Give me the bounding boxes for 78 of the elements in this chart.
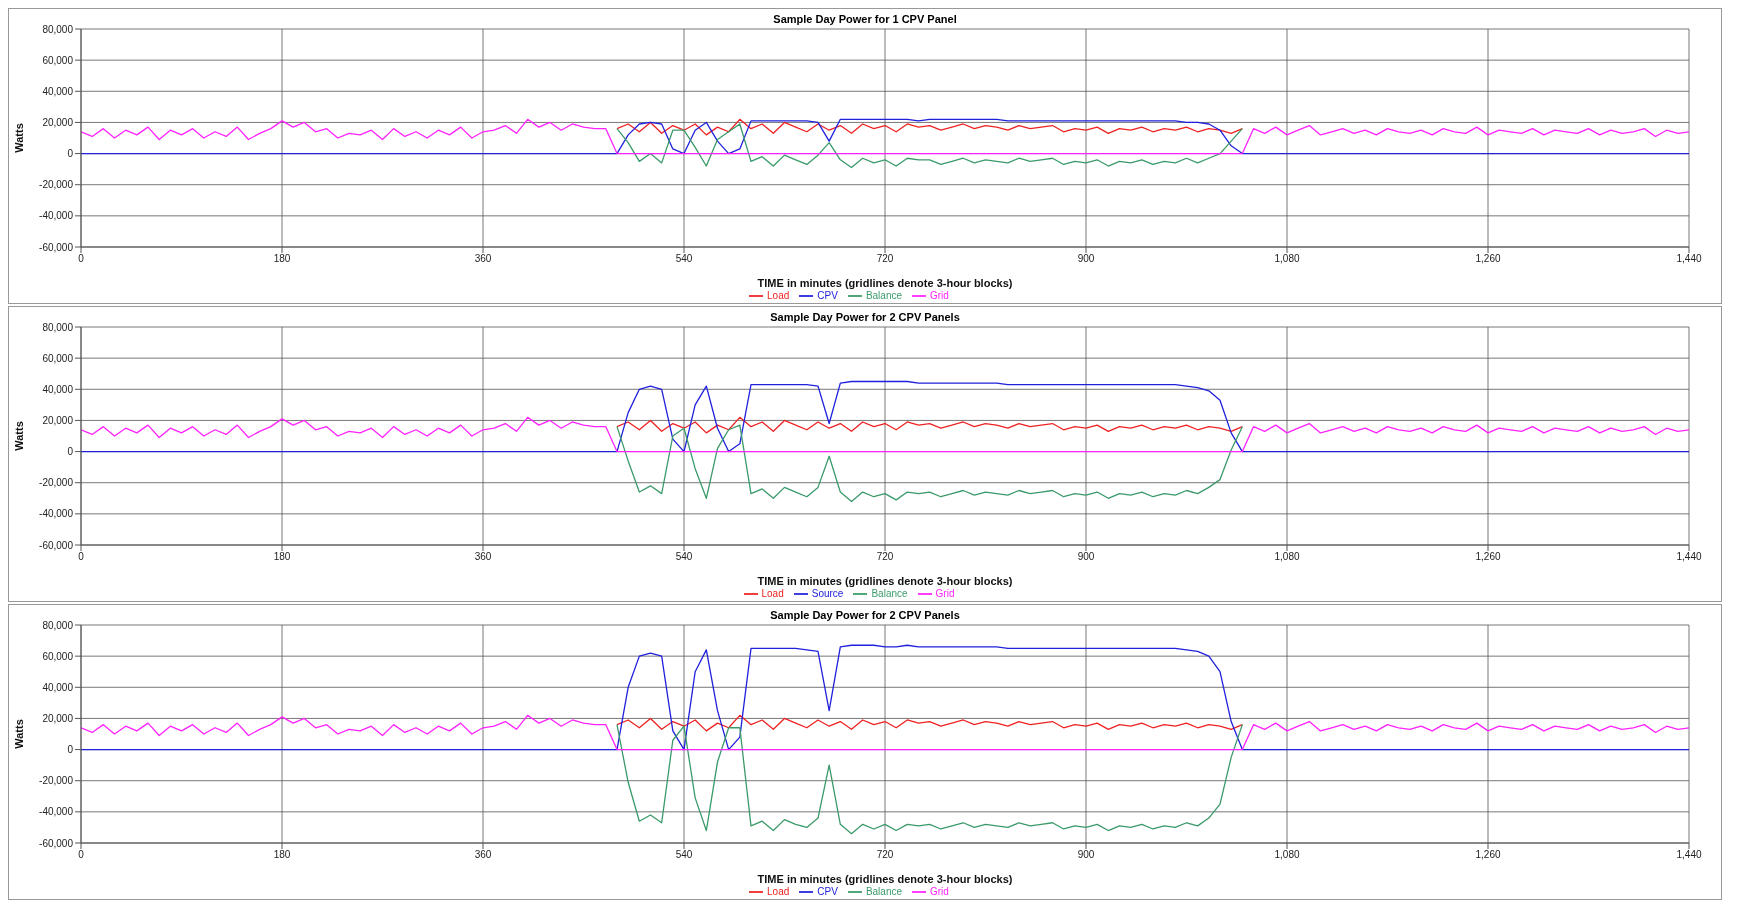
chart-title: Sample Day Power for 2 CPV Panels (769, 608, 961, 621)
legend-label: CPV (817, 289, 838, 301)
legend-label: Source (811, 587, 844, 599)
y-tick-label: -20,000 (39, 775, 74, 787)
y-tick-label: -60,000 (39, 837, 74, 849)
x-tick-label: 720 (876, 849, 894, 861)
x-tick-label: 1,080 (1274, 849, 1300, 861)
x-tick-label: 900 (1077, 551, 1095, 563)
y-tick-label: 80,000 (42, 321, 74, 333)
y-tick-label: -40,000 (39, 508, 74, 520)
x-tick-label: 540 (675, 849, 693, 861)
chart-title: Sample Day Power for 2 CPV Panels (769, 310, 961, 323)
y-tick-label: 0 (67, 446, 74, 458)
x-tick-label: 1,260 (1475, 551, 1501, 563)
x-tick-label: 900 (1077, 849, 1095, 861)
y-tick-label: -20,000 (39, 179, 74, 191)
y-tick-label: -20,000 (39, 477, 74, 489)
y-tick-label: 80,000 (42, 23, 74, 35)
legend-label: Load (767, 885, 790, 897)
line-series (616, 424, 1243, 503)
x-tick-label: 720 (876, 253, 894, 265)
legend-label: Load (767, 289, 790, 301)
y-tick-label: 40,000 (42, 383, 74, 395)
x-tick-label: 360 (474, 551, 492, 563)
y-tick-label: 40,000 (42, 681, 74, 693)
x-tick-label: 1,440 (1676, 551, 1702, 563)
y-tick-label: 60,000 (42, 54, 74, 66)
x-axis-title: TIME in minutes (gridlines denote 3-hour blocks) (757, 873, 1013, 885)
x-tick-label: 180 (273, 253, 291, 265)
legend-label: Balance (871, 587, 908, 599)
line-series (616, 123, 1243, 169)
y-tick-label: 80,000 (42, 619, 74, 631)
x-axis-title: TIME in minutes (gridlines denote 3-hour blocks) (757, 277, 1013, 289)
x-tick-label: 0 (78, 551, 85, 563)
x-tick-label: 900 (1077, 253, 1095, 265)
x-tick-label: 0 (78, 849, 85, 861)
x-tick-label: 540 (675, 253, 693, 265)
chart-title: Sample Day Power for 1 CPV Panel (772, 12, 958, 25)
x-axis-title: TIME in minutes (gridlines denote 3-hour blocks) (757, 575, 1013, 587)
legend-label: Load (761, 587, 784, 599)
x-tick-label: 1,080 (1274, 551, 1300, 563)
legend-label: Grid (935, 587, 955, 599)
y-tick-label: 20,000 (42, 712, 74, 724)
y-tick-label: 60,000 (42, 352, 74, 364)
y-axis-title: Watts (12, 719, 25, 749)
y-tick-label: 20,000 (42, 116, 74, 128)
x-tick-label: 1,260 (1475, 849, 1501, 861)
y-axis-title: Watts (12, 123, 25, 153)
x-tick-label: 1,440 (1676, 253, 1702, 265)
y-tick-label: -60,000 (39, 241, 74, 253)
y-tick-label: -40,000 (39, 210, 74, 222)
y-tick-label: -40,000 (39, 806, 74, 818)
line-series (616, 416, 1243, 434)
x-tick-label: 720 (876, 551, 894, 563)
legend-label: Grid (930, 289, 949, 301)
line-series (616, 118, 1243, 136)
y-tick-label: 60,000 (42, 650, 74, 662)
x-tick-label: 180 (273, 849, 291, 861)
x-tick-label: 180 (273, 551, 291, 563)
y-axis-title: Watts (12, 421, 25, 451)
legend-label: CPV (817, 885, 838, 897)
legend-label: Balance (865, 289, 903, 301)
line-series (616, 724, 1243, 835)
x-tick-label: 0 (78, 253, 85, 265)
y-tick-label: 20,000 (42, 414, 74, 426)
x-tick-label: 1,260 (1475, 253, 1501, 265)
x-tick-label: 360 (474, 849, 492, 861)
legend-label: Balance (865, 885, 903, 897)
y-tick-label: 0 (67, 744, 74, 756)
x-tick-label: 1,080 (1274, 253, 1300, 265)
x-tick-label: 1,440 (1676, 849, 1702, 861)
x-tick-label: 540 (675, 551, 693, 563)
y-tick-label: 40,000 (42, 85, 74, 97)
x-tick-label: 360 (474, 253, 492, 265)
y-tick-label: 0 (67, 148, 74, 160)
legend-label: Grid (930, 885, 949, 897)
line-series (616, 714, 1243, 732)
y-tick-label: -60,000 (39, 539, 74, 551)
